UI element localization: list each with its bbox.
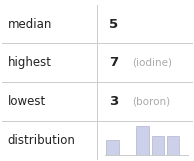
- Text: (iodine): (iodine): [132, 58, 172, 68]
- Text: 7: 7: [109, 56, 118, 69]
- Bar: [106, 141, 119, 155]
- Text: median: median: [8, 18, 52, 31]
- Bar: [136, 126, 149, 155]
- Bar: [152, 136, 164, 155]
- Text: highest: highest: [8, 56, 52, 69]
- Text: (boron): (boron): [132, 96, 170, 106]
- Text: distribution: distribution: [8, 134, 76, 147]
- Text: 5: 5: [109, 18, 118, 31]
- Text: lowest: lowest: [8, 95, 46, 108]
- Bar: [167, 136, 179, 155]
- Text: 3: 3: [109, 95, 118, 108]
